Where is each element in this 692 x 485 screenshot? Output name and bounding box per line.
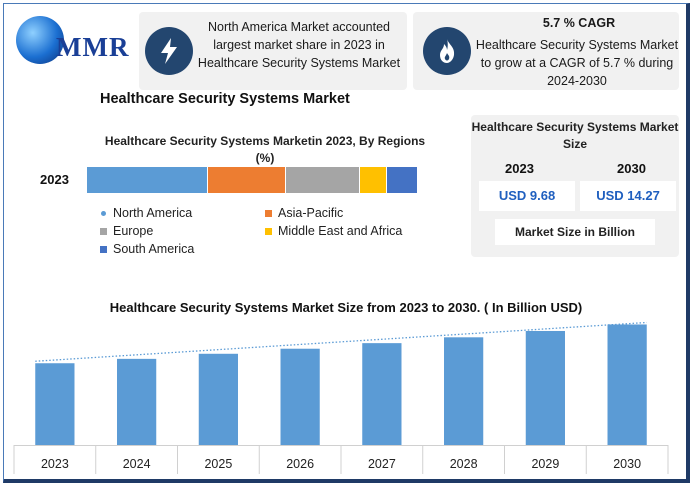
insight-card-region: North America Market accounted largest m… bbox=[139, 12, 407, 90]
card-region-text: North America Market accounted largest m… bbox=[197, 20, 401, 70]
region-segment-europe bbox=[286, 167, 360, 193]
legend-label: Europe bbox=[113, 224, 154, 238]
market-size-panel: Healthcare Security Systems Market Size … bbox=[471, 115, 679, 257]
x-tick-label: 2025 bbox=[204, 457, 232, 471]
market-size-title: Healthcare Security Systems Market Size bbox=[471, 120, 679, 151]
flame-icon bbox=[423, 27, 471, 75]
market-size-unit-label: Market Size in Billion bbox=[495, 219, 655, 245]
lightning-icon bbox=[145, 27, 193, 75]
legend-swatch bbox=[265, 228, 272, 235]
region-chart-year-label: 2023 bbox=[40, 172, 69, 187]
legend-label: North America bbox=[113, 206, 193, 220]
cagr-heading: 5.7 % CAGR bbox=[542, 16, 616, 30]
x-tick-label: 2027 bbox=[368, 457, 396, 471]
x-tick-label: 2024 bbox=[123, 457, 151, 471]
market-size-year-start: 2023 bbox=[505, 161, 534, 176]
region-segment-south-america bbox=[386, 167, 417, 193]
bar-chart-title: Healthcare Security Systems Market Size … bbox=[109, 300, 583, 315]
bar-2023 bbox=[35, 363, 75, 445]
region-chart-title: Healthcare Security Systems Marketin 202… bbox=[104, 134, 426, 165]
legend-label: Middle East and Africa bbox=[278, 224, 403, 238]
x-tick-label: 2030 bbox=[613, 457, 641, 471]
bar-2029 bbox=[525, 330, 565, 445]
market-size-value-start: USD 9.68 bbox=[479, 181, 575, 211]
x-tick-label: 2023 bbox=[41, 457, 69, 471]
legend-label: Asia-Pacific bbox=[278, 206, 344, 220]
region-stacked-bar bbox=[87, 167, 417, 193]
market-size-value-end: USD 14.27 bbox=[580, 181, 676, 211]
brand-logo: MMR bbox=[12, 14, 134, 74]
region-segment-north-america bbox=[87, 167, 208, 193]
region-segment-middle-east-and-africa bbox=[360, 167, 386, 193]
region-segment-asia-pacific bbox=[208, 167, 285, 193]
bar-2025 bbox=[198, 353, 238, 445]
legend-swatch bbox=[101, 211, 106, 216]
brand-name: MMR bbox=[56, 32, 130, 62]
legend-swatch bbox=[265, 210, 272, 217]
market-size-year-end: 2030 bbox=[617, 161, 646, 176]
x-tick-label: 2028 bbox=[450, 457, 478, 471]
legend-swatch bbox=[100, 246, 107, 253]
bar-2028 bbox=[444, 337, 484, 445]
bar-2024 bbox=[117, 358, 157, 445]
x-tick-label: 2029 bbox=[531, 457, 559, 471]
bar-2026 bbox=[280, 348, 320, 445]
main-title: Healthcare Security Systems Market bbox=[100, 91, 350, 107]
legend-swatch bbox=[100, 228, 107, 235]
card-cagr-text: Healthcare Security Systems Market to gr… bbox=[475, 38, 679, 88]
trend-line bbox=[35, 321, 647, 362]
bar-2027 bbox=[362, 343, 402, 445]
bar-2030 bbox=[607, 324, 647, 445]
x-tick-label: 2026 bbox=[286, 457, 314, 471]
legend-label: South America bbox=[113, 242, 195, 256]
insight-card-cagr: 5.7 % CAGR Healthcare Security Systems M… bbox=[413, 12, 679, 90]
globe-icon bbox=[16, 16, 64, 64]
